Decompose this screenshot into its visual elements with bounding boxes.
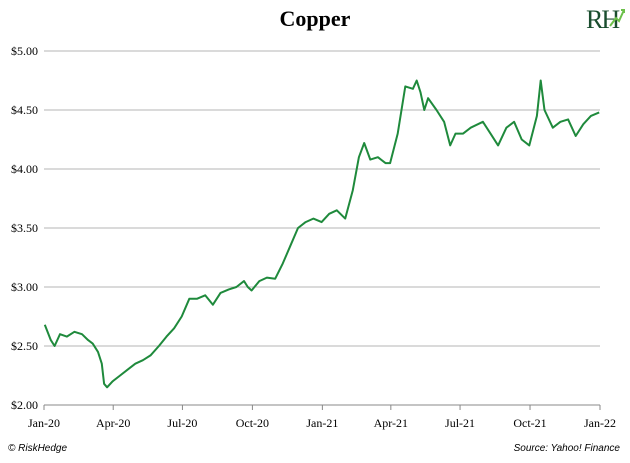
x-tick-label: Jan-20 [28, 416, 60, 430]
y-tick-label: $3.00 [11, 280, 38, 294]
riskhedge-logo: RH [586, 5, 625, 34]
chart-title: Copper [279, 6, 351, 31]
y-axis-ticks: $2.00 $2.50 $3.00 $3.50 $4.00 $4.50 $5.00 [11, 44, 38, 412]
y-tick-label: $5.00 [11, 44, 38, 58]
y-tick-label: $4.50 [11, 103, 38, 117]
x-tick-label: Apr-20 [96, 416, 130, 430]
copper-price-line [43, 79, 600, 389]
x-tick-label: Jul-21 [445, 416, 475, 430]
x-tick-label: Oct-20 [236, 416, 269, 430]
y-tick-label: $2.00 [11, 398, 38, 412]
x-tick-label: Jul-20 [167, 416, 197, 430]
copyright-label: © RiskHedge [8, 443, 68, 454]
source-label: Source: Yahoo! Finance [513, 443, 620, 454]
y-tick-label: $2.50 [11, 339, 38, 353]
x-tick-label: Oct-21 [513, 416, 546, 430]
y-tick-label: $3.50 [11, 221, 38, 235]
x-tick-label: Jan-21 [306, 416, 338, 430]
x-tick-label: Apr-21 [374, 416, 408, 430]
y-tick-label: $4.00 [11, 162, 38, 176]
gridlines [44, 50, 600, 347]
x-tick-label: Jan-22 [584, 416, 616, 430]
series-group [43, 79, 600, 389]
x-axis-ticks: Jan-20 Apr-20 Jul-20 Oct-20 Jan-21 Apr-21 Jul-… [28, 405, 616, 430]
